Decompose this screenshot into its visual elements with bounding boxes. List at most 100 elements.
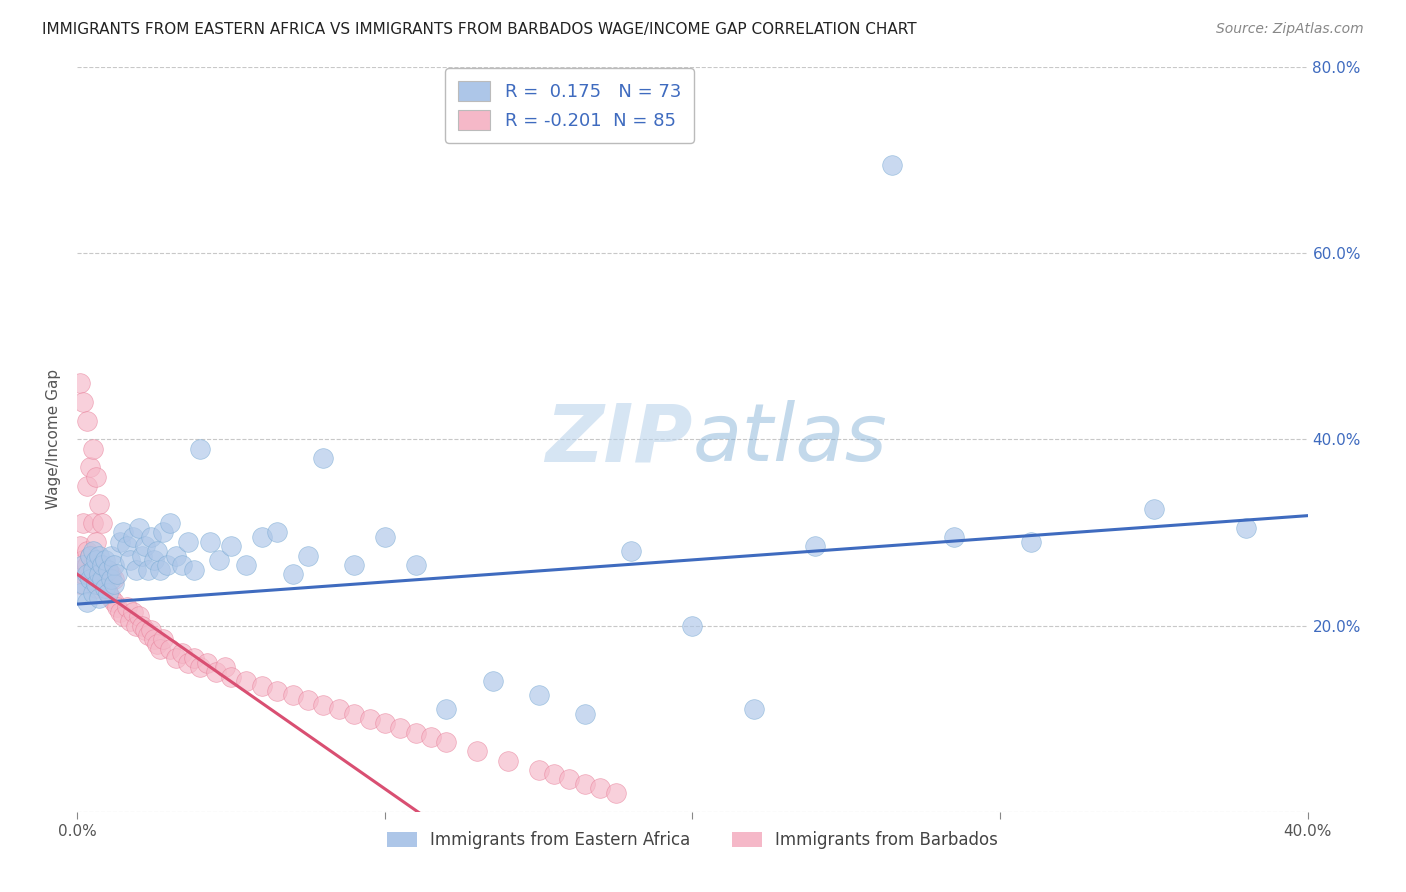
- Point: [105, 567, 128, 582]
- Text: Source: ZipAtlas.com: Source: ZipAtlas.com: [1216, 22, 1364, 37]
- Point: [97, 563, 120, 577]
- Point: [79, 567, 101, 582]
- Point: [82, 558, 104, 572]
- Point: [297, 693, 319, 707]
- Point: [121, 605, 143, 619]
- Point: [183, 563, 205, 577]
- Point: [84, 563, 107, 577]
- Point: [76, 479, 98, 493]
- Point: [79, 549, 101, 563]
- Point: [389, 721, 412, 735]
- Point: [195, 656, 218, 670]
- Point: [90, 572, 114, 586]
- Legend: Immigrants from Eastern Africa, Immigrants from Barbados: Immigrants from Eastern Africa, Immigran…: [380, 824, 1005, 855]
- Text: ZIP: ZIP: [546, 401, 693, 478]
- Point: [115, 599, 138, 614]
- Point: [100, 572, 122, 586]
- Point: [558, 772, 581, 786]
- Point: [165, 651, 187, 665]
- Point: [146, 637, 169, 651]
- Point: [177, 534, 200, 549]
- Point: [84, 576, 107, 591]
- Point: [97, 586, 120, 600]
- Point: [281, 567, 304, 582]
- Point: [134, 540, 156, 554]
- Point: [87, 549, 110, 563]
- Point: [605, 786, 627, 800]
- Point: [1234, 521, 1257, 535]
- Point: [128, 609, 150, 624]
- Point: [100, 549, 122, 563]
- Point: [312, 450, 335, 465]
- Point: [110, 605, 132, 619]
- Point: [198, 534, 221, 549]
- Point: [69, 376, 91, 391]
- Point: [589, 781, 612, 796]
- Point: [1143, 502, 1166, 516]
- Point: [266, 683, 288, 698]
- Point: [97, 586, 120, 600]
- Point: [143, 553, 166, 567]
- Point: [72, 567, 94, 582]
- Point: [481, 674, 503, 689]
- Point: [620, 544, 643, 558]
- Point: [250, 530, 273, 544]
- Point: [103, 558, 125, 572]
- Point: [125, 563, 148, 577]
- Point: [183, 651, 205, 665]
- Point: [436, 702, 458, 716]
- Point: [128, 521, 150, 535]
- Point: [76, 595, 98, 609]
- Point: [420, 730, 443, 744]
- Point: [159, 641, 181, 656]
- Point: [374, 530, 396, 544]
- Point: [131, 618, 153, 632]
- Point: [82, 572, 104, 586]
- Point: [170, 647, 193, 661]
- Text: atlas: atlas: [693, 401, 887, 478]
- Point: [87, 558, 110, 572]
- Point: [125, 618, 148, 632]
- Point: [942, 530, 965, 544]
- Point: [72, 558, 94, 572]
- Point: [87, 591, 110, 605]
- Point: [79, 460, 101, 475]
- Point: [84, 469, 107, 483]
- Point: [84, 582, 107, 596]
- Point: [112, 525, 135, 540]
- Point: [235, 674, 257, 689]
- Point: [82, 516, 104, 530]
- Point: [188, 442, 212, 456]
- Point: [136, 628, 159, 642]
- Point: [343, 558, 366, 572]
- Point: [110, 534, 132, 549]
- Point: [72, 576, 94, 591]
- Point: [90, 558, 114, 572]
- Point: [143, 632, 166, 647]
- Point: [100, 567, 122, 582]
- Point: [76, 414, 98, 428]
- Point: [112, 609, 135, 624]
- Point: [72, 553, 94, 567]
- Point: [105, 599, 128, 614]
- Text: IMMIGRANTS FROM EASTERN AFRICA VS IMMIGRANTS FROM BARBADOS WAGE/INCOME GAP CORRE: IMMIGRANTS FROM EASTERN AFRICA VS IMMIGR…: [42, 22, 917, 37]
- Y-axis label: Wage/Income Gap: Wage/Income Gap: [46, 369, 62, 509]
- Point: [374, 716, 396, 731]
- Point: [214, 660, 236, 674]
- Point: [465, 744, 488, 758]
- Point: [141, 623, 163, 637]
- Point: [359, 712, 381, 726]
- Point: [79, 572, 101, 586]
- Point: [297, 549, 319, 563]
- Point: [152, 525, 174, 540]
- Point: [405, 558, 427, 572]
- Point: [82, 544, 104, 558]
- Point: [204, 665, 226, 679]
- Point: [250, 679, 273, 693]
- Point: [94, 582, 117, 596]
- Point: [742, 702, 765, 716]
- Point: [79, 549, 101, 563]
- Point: [436, 735, 458, 749]
- Point: [94, 553, 117, 567]
- Point: [312, 698, 335, 712]
